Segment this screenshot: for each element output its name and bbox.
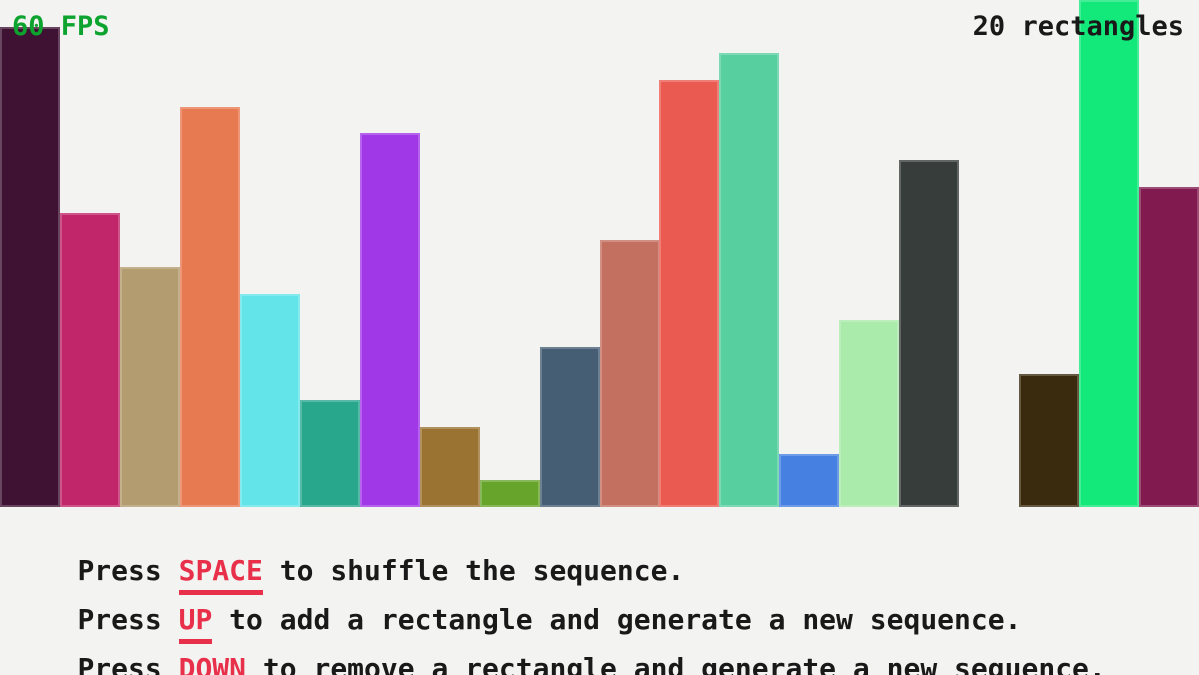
rectangle-bar — [599, 240, 660, 507]
rectangle-bar — [419, 427, 480, 507]
rectangle-bar — [1139, 187, 1199, 507]
key-up: UP — [178, 603, 213, 644]
rectangle-bar — [59, 213, 120, 507]
rectangle-bar — [359, 133, 420, 507]
rectangle-bar — [0, 27, 60, 507]
instruction-remove: Press DOWN to remove a rectangle and gen… — [10, 624, 1106, 675]
rectangle-bar — [779, 454, 840, 507]
key-down: DOWN — [178, 652, 247, 675]
rectangle-bar — [839, 320, 900, 507]
rectangles-canvas — [0, 0, 1199, 507]
fps-counter: 60 FPS — [12, 11, 110, 42]
instruction-prefix: Press — [77, 554, 179, 587]
rectangle-bar — [1019, 374, 1080, 507]
instruction-prefix: Press — [77, 652, 179, 675]
rectangle-bar — [239, 294, 300, 507]
instruction-prefix: Press — [77, 603, 179, 636]
rectangle-bar — [479, 480, 540, 507]
rectangle-bar — [719, 53, 780, 507]
instruction-suffix: to add a rectangle and generate a new se… — [212, 603, 1022, 636]
rectangle-bar — [899, 160, 960, 507]
rectangle-bar — [119, 267, 180, 507]
rectangle-bar — [299, 400, 360, 507]
instruction-suffix: to shuffle the sequence. — [262, 554, 685, 587]
rectangle-count-label: 20 rectangles — [972, 11, 1184, 42]
rectangle-bar — [179, 107, 240, 507]
instruction-shuffle: Press SPACE to shuffle the sequence. — [10, 526, 684, 616]
instruction-add: Press UP to add a rectangle and generate… — [10, 575, 1021, 665]
instruction-suffix: to remove a rectangle and generate a new… — [246, 652, 1106, 675]
key-space: SPACE — [178, 554, 263, 595]
rectangle-bar — [1079, 0, 1140, 507]
rectangle-bar — [539, 347, 600, 507]
rectangle-bar — [659, 80, 720, 507]
